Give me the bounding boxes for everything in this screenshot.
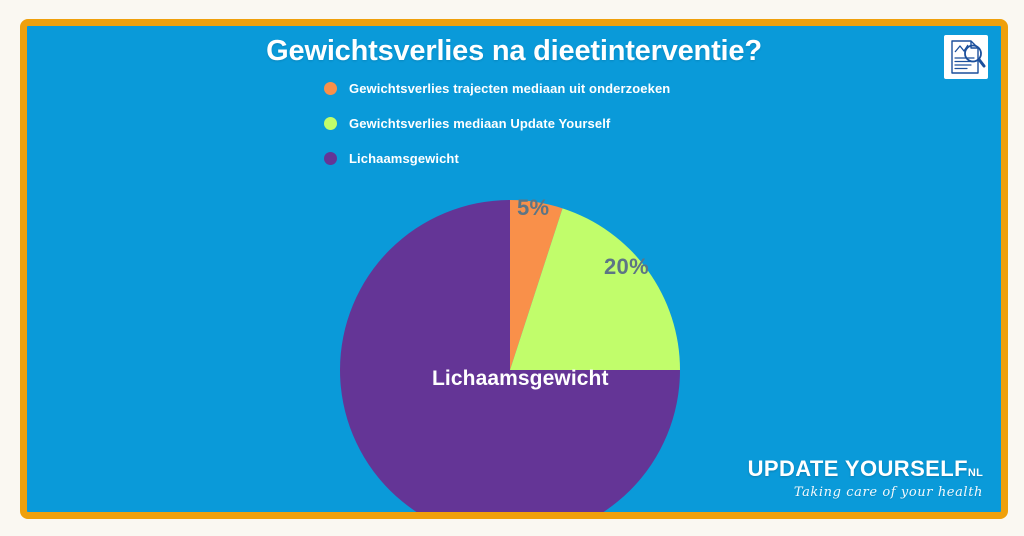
legend-swatch-icon <box>324 117 337 130</box>
legend-item-label: Gewichtsverlies mediaan Update Yourself <box>349 116 611 131</box>
brand-name-text: UPDATE YOURSELF <box>747 456 968 481</box>
pie-slice[interactable] <box>510 208 680 370</box>
brand-tagline: Taking care of your health <box>793 485 983 500</box>
pie-slice[interactable] <box>510 200 563 370</box>
pie-chart <box>340 200 680 512</box>
pie-slices <box>340 200 680 512</box>
legend-item-2[interactable]: Lichaamsgewicht <box>324 141 670 176</box>
slide-frame: Gewichtsverlies na dieetinterventie? <box>20 19 1008 519</box>
pie-slice-value-1: 20% <box>604 254 649 279</box>
pie-slice-value-0: 5% <box>517 195 550 220</box>
brand-tld: NL <box>967 467 983 479</box>
chart-legend: Gewichtsverlies trajecten mediaan uit on… <box>324 71 670 176</box>
pie-slice-label-2: Lichaamsgewicht <box>432 367 609 390</box>
legend-item-label: Gewichtsverlies trajecten mediaan uit on… <box>349 81 671 96</box>
page-title: Gewichtsverlies na dieetinterventie? <box>266 35 762 67</box>
legend-swatch-icon <box>324 82 337 95</box>
legend-item-label: Lichaamsgewicht <box>349 151 459 166</box>
brand-logo: UPDATE YOURSELFNL Taking care of your he… <box>748 458 983 500</box>
document-magnifier-icon <box>943 34 989 80</box>
pie-slice[interactable] <box>340 200 680 512</box>
legend-swatch-icon <box>324 152 337 165</box>
chart-area: Gewichtsverlies na dieetinterventie? <box>27 26 1001 512</box>
brand-name: UPDATE YOURSELFNL <box>748 458 983 480</box>
legend-item-1[interactable]: Gewichtsverlies mediaan Update Yourself <box>324 106 670 141</box>
legend-item-0[interactable]: Gewichtsverlies trajecten mediaan uit on… <box>324 71 670 106</box>
